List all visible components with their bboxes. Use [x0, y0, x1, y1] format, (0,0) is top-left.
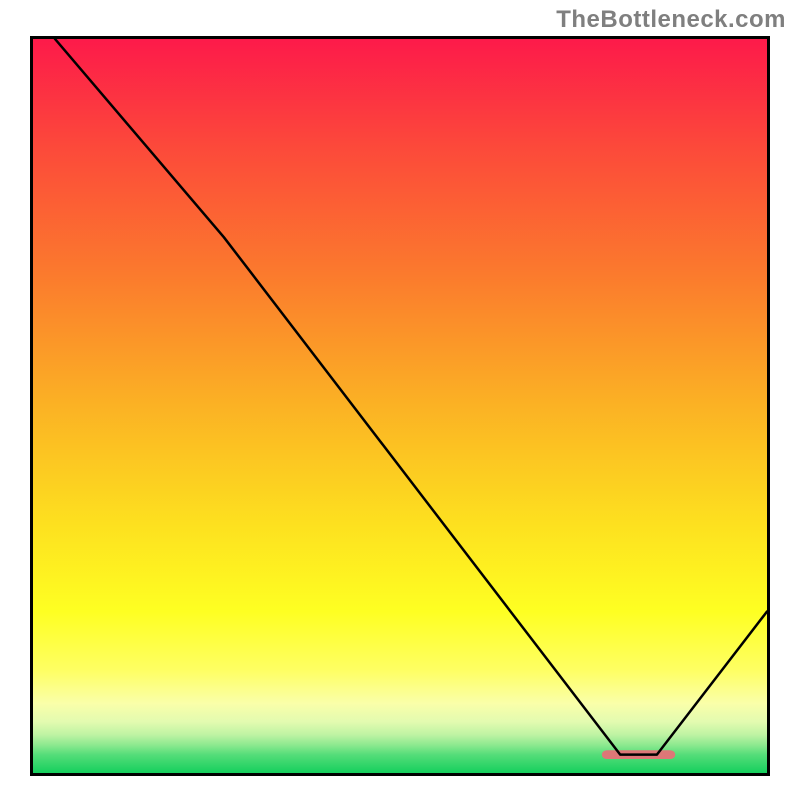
gradient-background [33, 39, 767, 773]
gradient-rect [33, 39, 767, 773]
plot-area [30, 36, 770, 776]
watermark-text: TheBottleneck.com [556, 6, 786, 34]
stage: TheBottleneck.com [0, 0, 800, 800]
chart-container [30, 36, 770, 776]
